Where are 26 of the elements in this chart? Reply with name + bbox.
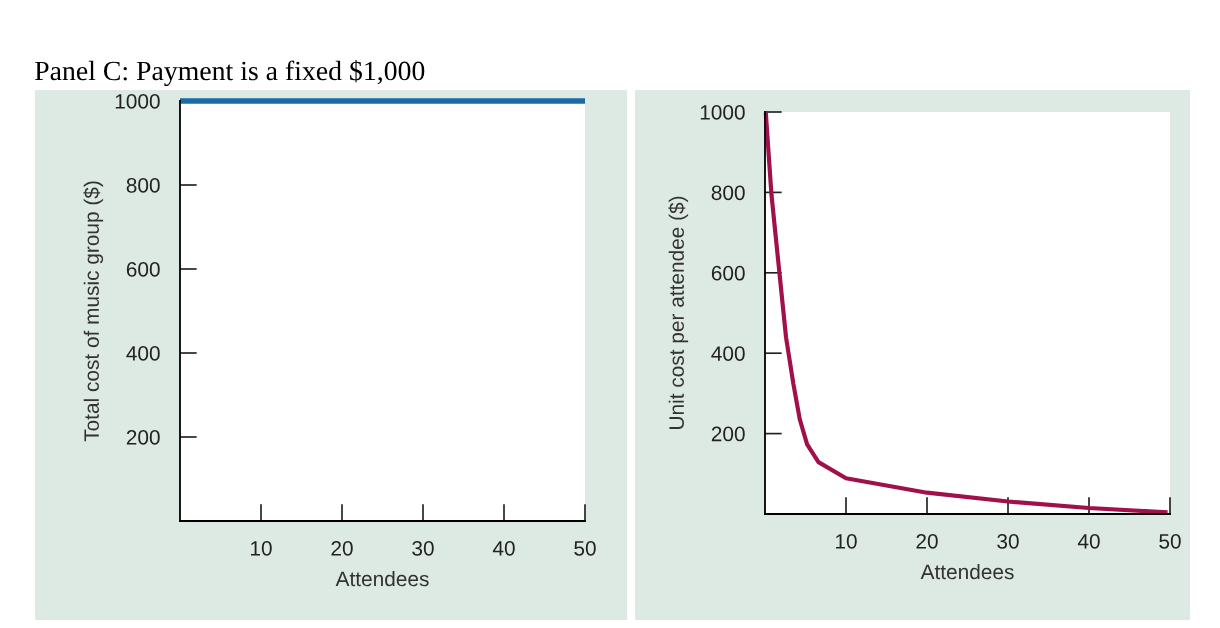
y-tick-label: 1000 xyxy=(700,105,745,120)
y-tick-label: 600 xyxy=(126,262,160,277)
y-tick-label: 200 xyxy=(711,426,745,442)
x-tick-label: 50 xyxy=(574,540,596,556)
line-series xyxy=(763,110,1170,515)
x-tick-label: 30 xyxy=(997,533,1019,549)
x-tick-label: 30 xyxy=(412,540,434,556)
y-tick-label: 1000 xyxy=(115,94,160,109)
y-tick-label: 600 xyxy=(711,265,745,281)
x-tick-label: 10 xyxy=(251,540,272,556)
y-tick-label: 800 xyxy=(126,178,160,193)
x-tick-label: 40 xyxy=(1077,533,1100,549)
y-tick-label: 400 xyxy=(711,346,745,361)
chart-title: Panel C: Payment is a fixed $1,000 xyxy=(35,59,425,87)
x-tick-label: 40 xyxy=(492,540,515,556)
x-tick-label: 50 xyxy=(1159,533,1181,549)
x-tick-label: 20 xyxy=(916,533,938,549)
x-axis-title: Attendees xyxy=(920,563,1014,580)
y-axis-title: Total cost of music group ($) xyxy=(83,181,104,442)
y-tick-label: 200 xyxy=(126,430,160,445)
y-tick-label: 800 xyxy=(711,185,745,201)
x-axis-title: Attendees xyxy=(335,570,429,587)
x-tick-label: 20 xyxy=(331,540,353,556)
y-tick-label: 400 xyxy=(126,346,160,361)
x-tick-label: 10 xyxy=(836,533,857,549)
y-axis-title: Unit cost per attendee ($) xyxy=(668,196,689,429)
